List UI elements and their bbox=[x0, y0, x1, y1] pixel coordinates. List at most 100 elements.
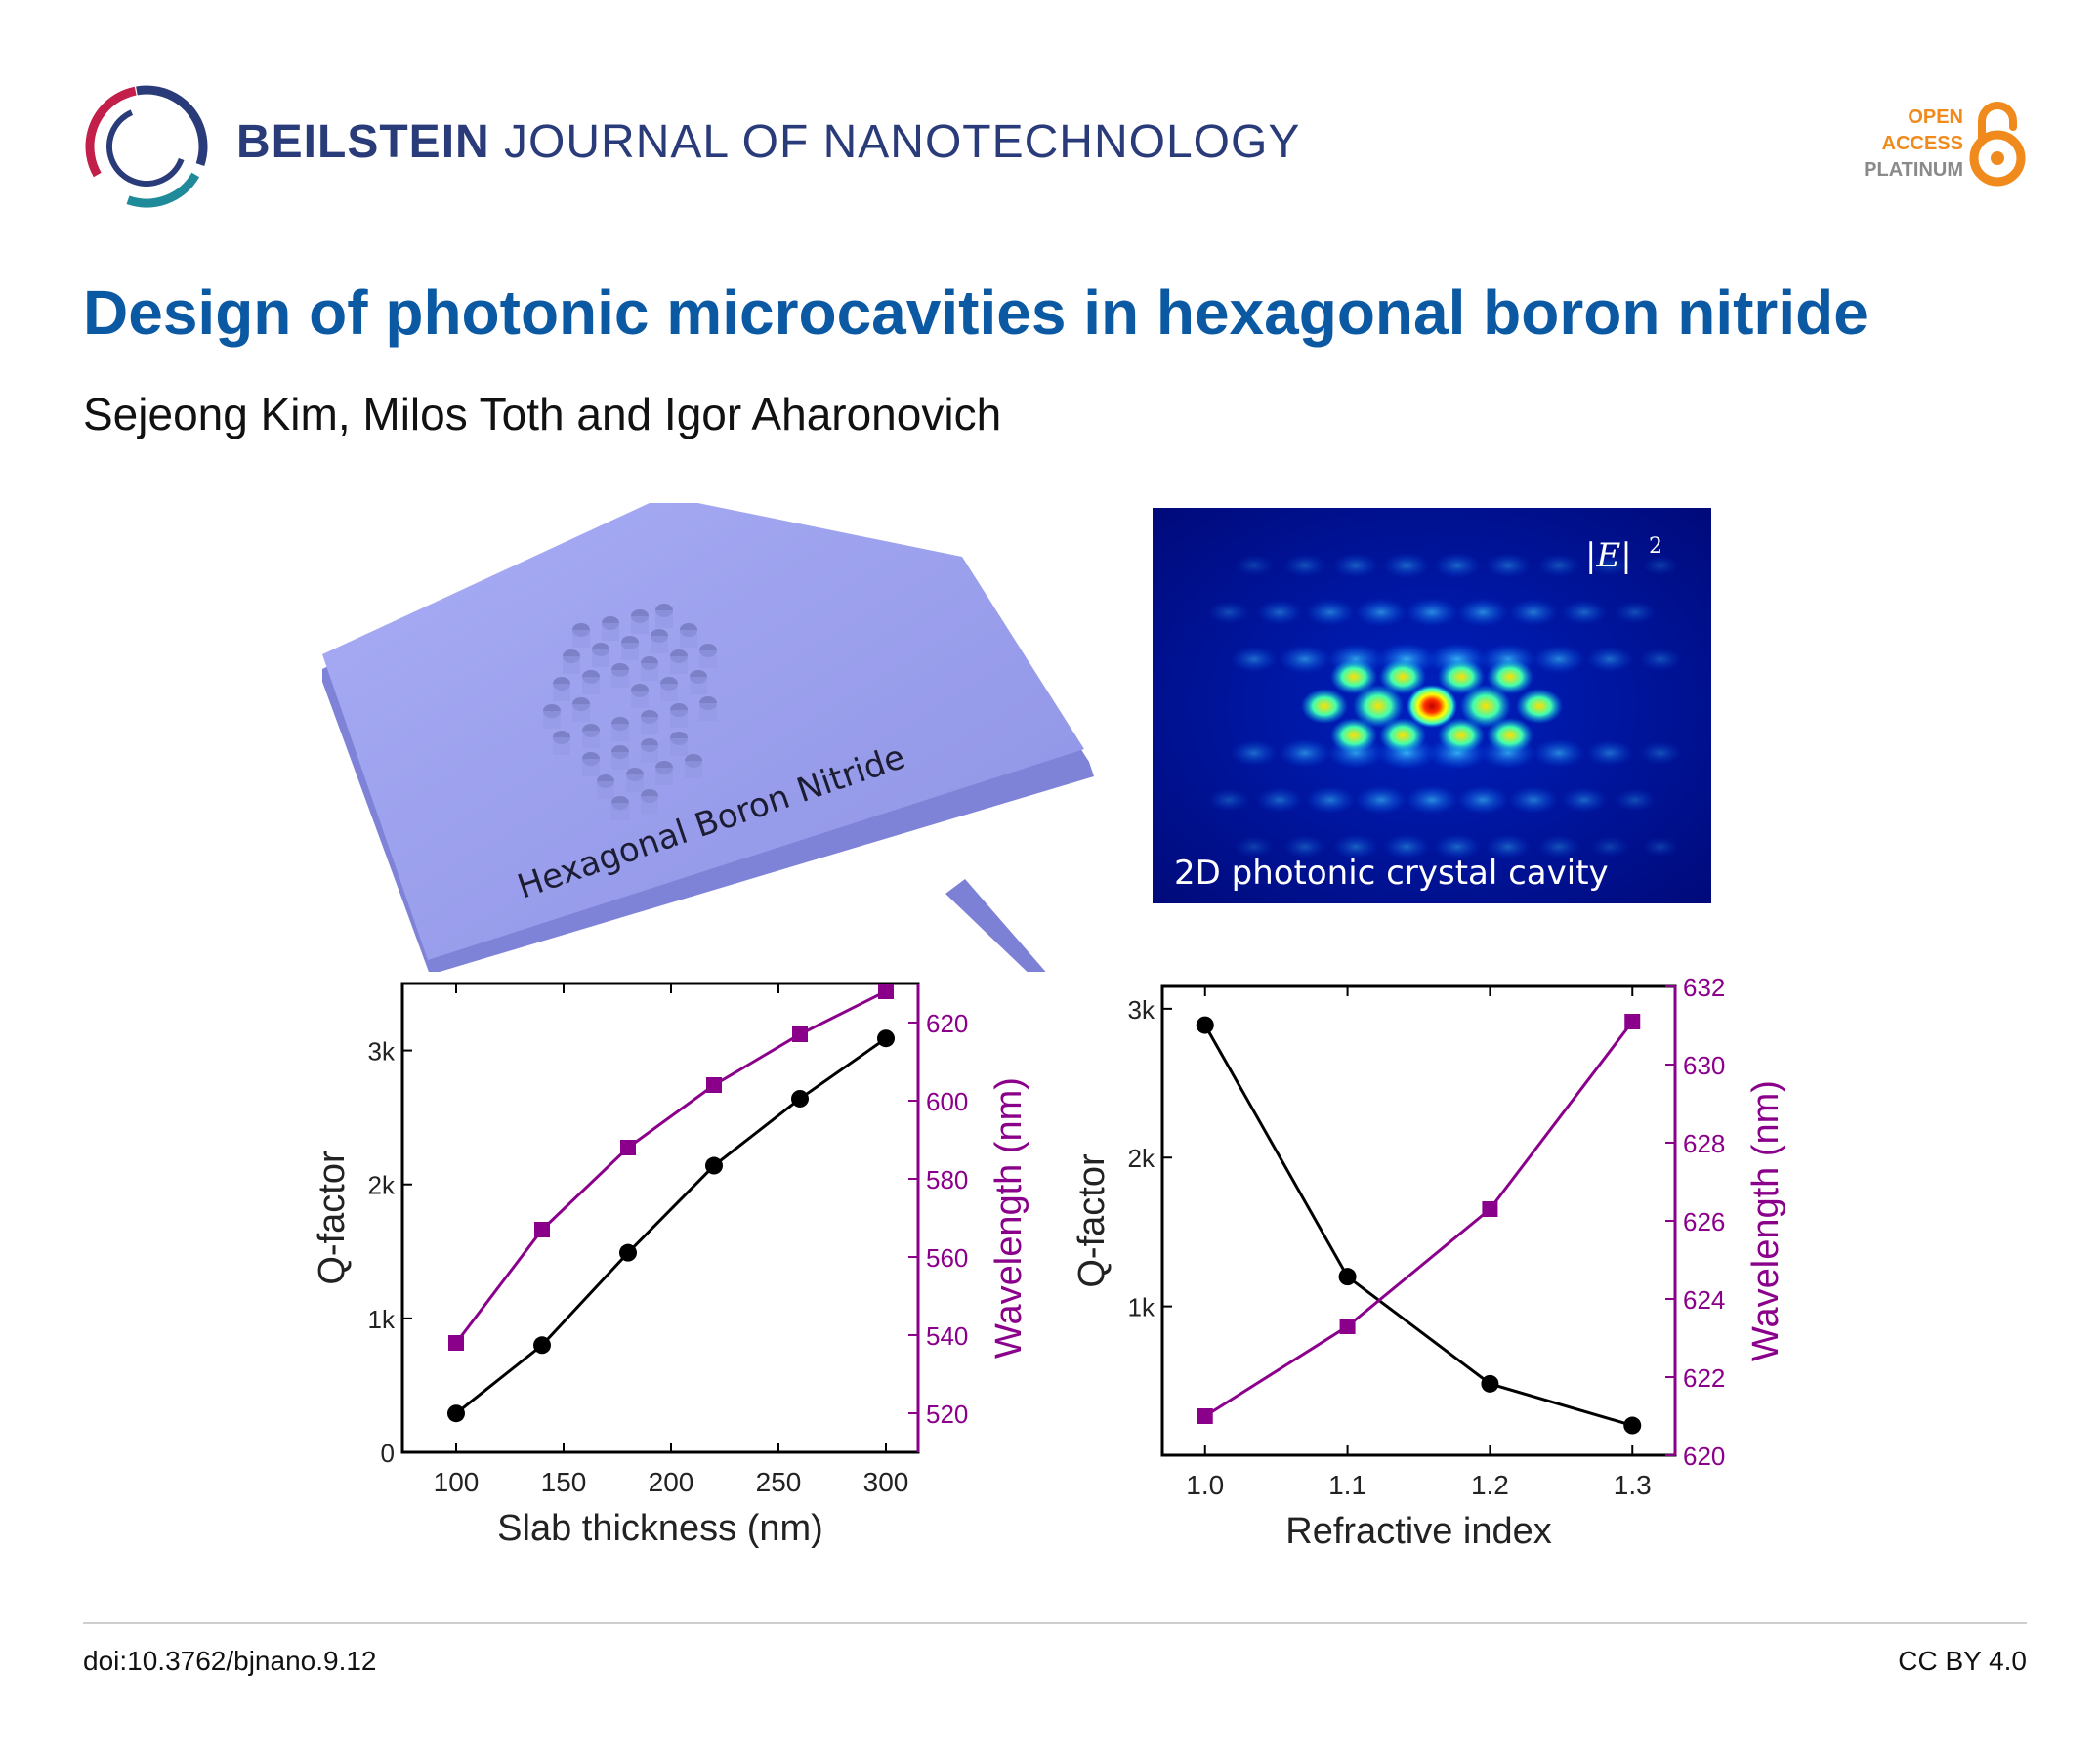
y2-axis-label: Wavelength (nm) bbox=[988, 1077, 1029, 1359]
field-spot bbox=[1508, 598, 1559, 627]
slab-hole-shaft bbox=[621, 643, 639, 660]
y-tick-label: 1k bbox=[368, 1305, 396, 1334]
field-spot bbox=[1536, 553, 1581, 578]
data-point bbox=[448, 1335, 464, 1351]
field-label: 2D photonic crystal cavity bbox=[1174, 854, 1609, 893]
field-spot bbox=[1355, 785, 1407, 815]
slab-hole-shaft bbox=[572, 704, 590, 722]
slab-hole-shaft bbox=[563, 656, 580, 674]
x-tick-label: 100 bbox=[434, 1467, 480, 1497]
field-spot bbox=[1234, 554, 1275, 577]
data-point bbox=[705, 1156, 723, 1175]
oa-open-label: OPEN bbox=[1908, 106, 1963, 128]
field-spot bbox=[1405, 597, 1459, 628]
y2-tick-label: 620 bbox=[1683, 1442, 1725, 1471]
slab-hole-shaft bbox=[670, 710, 688, 728]
slab-hole-shaft bbox=[572, 630, 590, 648]
data-point bbox=[1197, 1408, 1213, 1424]
license-label: CC BY 4.0 bbox=[1898, 1646, 2027, 1676]
slab-hole-shaft bbox=[685, 761, 702, 778]
field-spot bbox=[1614, 601, 1657, 624]
data-point bbox=[1482, 1201, 1498, 1217]
field-spot bbox=[1585, 739, 1634, 767]
field-spot bbox=[1405, 784, 1459, 816]
slab-hole-shaft bbox=[582, 677, 600, 694]
field-spot bbox=[1456, 598, 1509, 627]
y-tick-label: 1k bbox=[1128, 1293, 1155, 1322]
y-tick-label: 0 bbox=[381, 1439, 395, 1468]
x-tick-label: 200 bbox=[649, 1467, 694, 1497]
y2-tick-label: 540 bbox=[926, 1321, 968, 1351]
y2-tick-label: 626 bbox=[1683, 1207, 1725, 1236]
slab-hole-shaft bbox=[582, 759, 600, 776]
x-tick-label: 1.1 bbox=[1328, 1470, 1366, 1500]
series-line bbox=[455, 1037, 887, 1415]
field-spot bbox=[1279, 738, 1331, 768]
slab-hole-shaft bbox=[602, 623, 619, 641]
slab-hole-shaft bbox=[641, 796, 658, 814]
data-point bbox=[706, 1077, 722, 1093]
field-spot bbox=[1642, 836, 1679, 858]
data-point bbox=[619, 1243, 637, 1262]
y-axis-label: Q-factor bbox=[1071, 1153, 1113, 1288]
field-spot bbox=[1279, 645, 1331, 674]
y2-tick-label: 622 bbox=[1683, 1363, 1725, 1393]
field-spot bbox=[1379, 718, 1426, 753]
y2-tick-label: 630 bbox=[1683, 1051, 1725, 1080]
slab-hole-shaft bbox=[611, 803, 629, 820]
field-spot bbox=[1508, 785, 1559, 815]
data-point bbox=[1624, 1014, 1641, 1029]
plot-frame bbox=[400, 982, 920, 1454]
slab-hole-shaft bbox=[597, 781, 614, 799]
field-spot bbox=[1332, 553, 1379, 578]
open-lock-icon bbox=[1969, 102, 2026, 187]
footer-divider bbox=[83, 1622, 2027, 1624]
field-symbol: |E| bbox=[1585, 536, 1632, 575]
data-point bbox=[792, 1026, 808, 1042]
field-intensity-map: |E| 2 2D photonic crystal cavity bbox=[1153, 508, 1711, 903]
chart-slab-thickness: 100 150 200 250 300 0 1k 2k 3k 520 540 560 580 600 620… bbox=[312, 982, 1029, 1549]
field-spot bbox=[1282, 553, 1327, 578]
field-spot bbox=[1533, 645, 1585, 674]
data-point bbox=[791, 1089, 809, 1108]
field-spot bbox=[1438, 718, 1485, 753]
field-spot bbox=[1536, 834, 1581, 859]
field-spot bbox=[1379, 659, 1426, 694]
x-tick-label: 1.2 bbox=[1471, 1470, 1509, 1500]
slab-hole-shaft bbox=[655, 610, 673, 628]
open-access-badge: OPEN ACCESS PLATINUM bbox=[1822, 105, 1963, 184]
y-tick-label: 3k bbox=[1128, 995, 1155, 1025]
field-spot bbox=[1585, 646, 1634, 673]
x-tick-label: 1.0 bbox=[1186, 1470, 1224, 1500]
slab-hole-shaft bbox=[611, 670, 629, 688]
journal-name: BEILSTEIN JOURNAL OF NANOTECHNOLOGY bbox=[236, 115, 1300, 169]
field-spot bbox=[1230, 646, 1279, 673]
slab-hole-shaft bbox=[641, 717, 658, 734]
slab-hole-shaft bbox=[611, 724, 629, 741]
slab-hole-shaft bbox=[699, 650, 717, 668]
slab-hole-shaft bbox=[553, 684, 570, 701]
slab-hole-shaft bbox=[626, 774, 644, 792]
x-tick-label: 300 bbox=[863, 1467, 909, 1497]
y-axis-label: Q-factor bbox=[312, 1151, 353, 1285]
x-axis-label: Refractive index bbox=[1285, 1511, 1551, 1552]
data-point bbox=[877, 1029, 895, 1048]
x-axis-label: Slab thickness (nm) bbox=[497, 1508, 823, 1549]
field-spot bbox=[1487, 659, 1533, 694]
field-spot bbox=[1330, 718, 1377, 753]
data-point bbox=[533, 1336, 551, 1355]
field-spot bbox=[1456, 785, 1509, 815]
field-spot bbox=[1516, 689, 1563, 724]
slab-hole-shaft bbox=[543, 711, 561, 729]
y2-tick-label: 624 bbox=[1683, 1285, 1725, 1315]
slab-hole-shaft bbox=[670, 656, 688, 674]
field-spot bbox=[1330, 659, 1377, 694]
field-hotspot bbox=[1407, 685, 1457, 728]
oa-platinum-label: PLATINUM bbox=[1864, 159, 1963, 181]
doi-link[interactable]: doi:10.3762/bjnano.9.12 bbox=[83, 1646, 377, 1676]
beilstein-logo-icon bbox=[85, 85, 208, 208]
y2-axis-label: Wavelength (nm) bbox=[1745, 1080, 1786, 1361]
slab-hole-shaft bbox=[651, 636, 668, 653]
y-tick-label: 3k bbox=[368, 1037, 396, 1067]
data-point bbox=[1339, 1318, 1356, 1334]
